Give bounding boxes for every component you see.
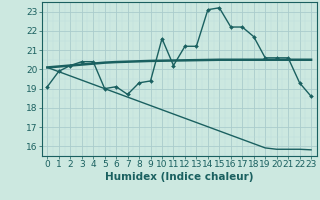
X-axis label: Humidex (Indice chaleur): Humidex (Indice chaleur) (105, 172, 253, 182)
